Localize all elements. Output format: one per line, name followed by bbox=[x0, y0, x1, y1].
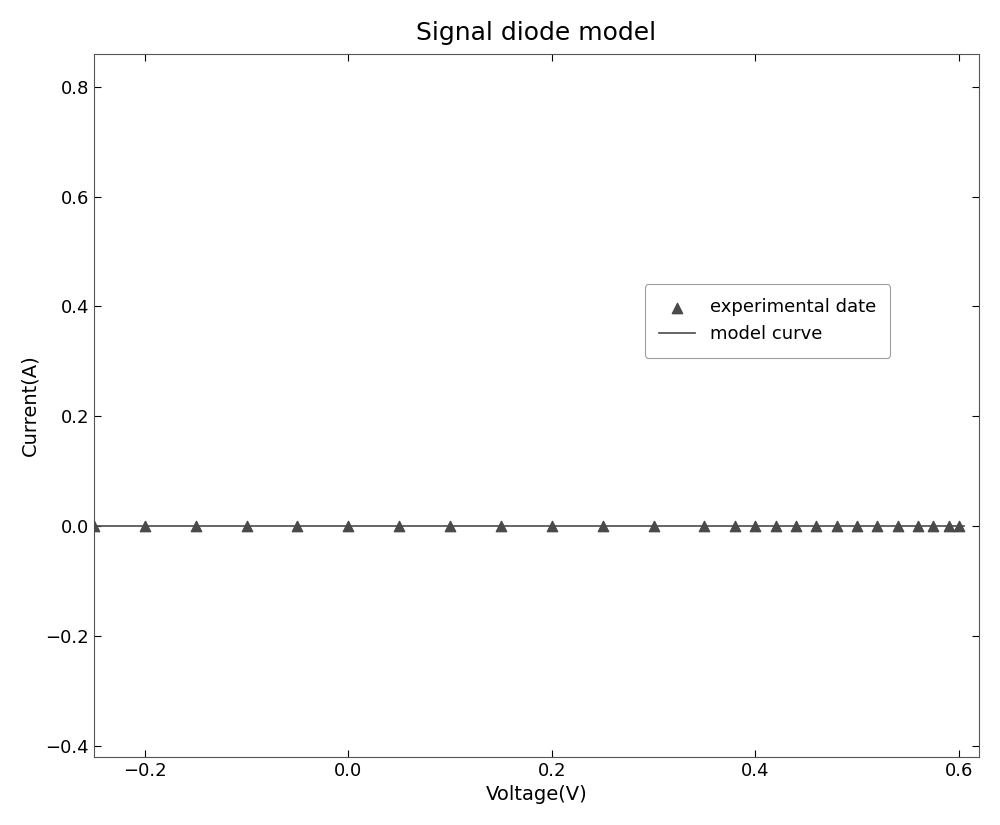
experimental date bbox=[768, 520, 784, 533]
experimental date bbox=[544, 520, 560, 533]
Legend: experimental date, model curve: experimental date, model curve bbox=[645, 284, 890, 358]
experimental date bbox=[493, 520, 509, 533]
experimental date bbox=[747, 520, 763, 533]
experimental date bbox=[910, 520, 926, 533]
experimental date bbox=[829, 520, 845, 533]
experimental date bbox=[808, 520, 824, 533]
experimental date bbox=[188, 520, 204, 533]
model curve bbox=[958, 521, 970, 531]
X-axis label: Voltage(V): Voltage(V) bbox=[486, 785, 587, 804]
Title: Signal diode model: Signal diode model bbox=[416, 21, 657, 45]
experimental date bbox=[340, 520, 356, 533]
experimental date bbox=[289, 520, 305, 533]
experimental date bbox=[137, 520, 153, 533]
experimental date bbox=[951, 520, 967, 533]
experimental date bbox=[849, 520, 865, 533]
model curve bbox=[589, 521, 601, 531]
experimental date bbox=[941, 520, 957, 533]
model curve bbox=[836, 521, 848, 531]
experimental date bbox=[727, 520, 743, 533]
experimental date bbox=[788, 520, 804, 533]
experimental date bbox=[391, 520, 407, 533]
model curve bbox=[612, 521, 624, 531]
experimental date bbox=[696, 520, 712, 533]
experimental date bbox=[239, 520, 255, 533]
experimental date bbox=[869, 520, 885, 533]
experimental date bbox=[890, 520, 906, 533]
experimental date bbox=[646, 520, 662, 533]
experimental date bbox=[86, 520, 102, 533]
experimental date bbox=[442, 520, 458, 533]
Y-axis label: Current(A): Current(A) bbox=[21, 355, 40, 456]
experimental date bbox=[925, 520, 941, 533]
model curve bbox=[638, 521, 650, 531]
model curve bbox=[78, 521, 90, 531]
experimental date bbox=[595, 520, 611, 533]
model curve bbox=[132, 521, 144, 531]
model curve bbox=[745, 521, 757, 531]
